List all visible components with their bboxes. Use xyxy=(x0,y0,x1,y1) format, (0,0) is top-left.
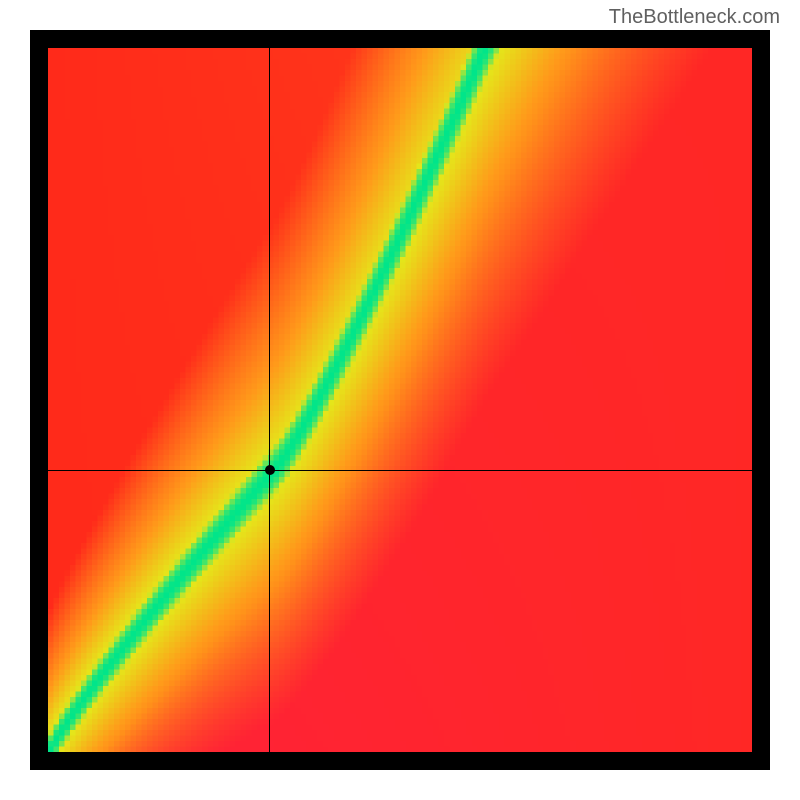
crosshair-vertical xyxy=(269,48,270,752)
heatmap-canvas xyxy=(48,48,752,752)
watermark-text: TheBottleneck.com xyxy=(609,6,780,29)
plot-area xyxy=(48,48,752,752)
crosshair-horizontal xyxy=(48,470,752,471)
chart-container: TheBottleneck.com xyxy=(0,0,800,800)
